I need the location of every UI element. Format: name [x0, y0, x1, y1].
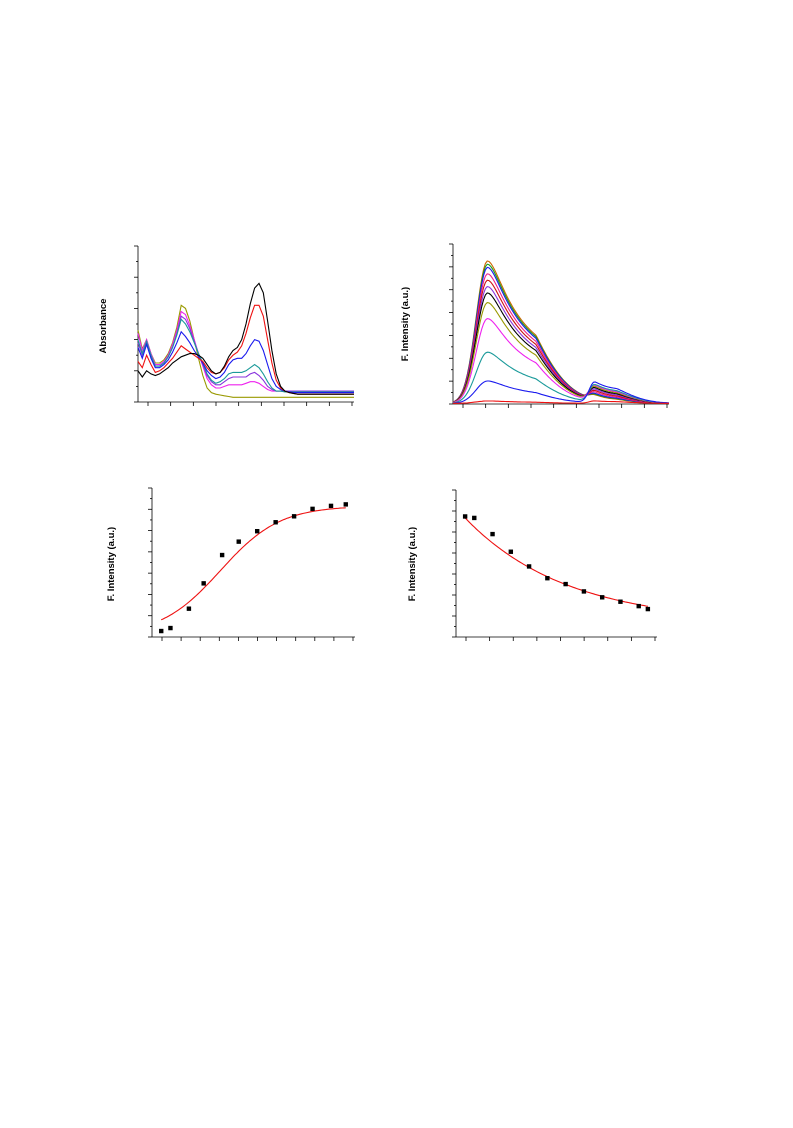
decay-data-point: [526, 564, 532, 569]
rise-data-point: [201, 581, 206, 586]
rise-data-point: [273, 520, 278, 525]
titration-decay-panel: F. Intensity (a.u.): [407, 489, 657, 641]
emission-series-line: [452, 351, 670, 404]
absorbance-panel: Absorbance: [98, 245, 354, 406]
decay-data-point: [462, 514, 468, 519]
rise-data-point: [310, 506, 315, 512]
decay-data-point: [618, 599, 623, 604]
titration-decay-y-axis-label: F. Intensity (a.u.): [407, 527, 418, 601]
decay-data-point: [490, 531, 495, 537]
emission-series-line: [452, 273, 670, 404]
rise-data-point: [159, 628, 164, 634]
rise-fit-curve: [160, 507, 346, 621]
rise-data-point: [219, 552, 225, 558]
absorbance-series-line: [137, 330, 354, 394]
titration-rise-panel: F. Intensity (a.u.): [106, 487, 355, 641]
decay-data-point: [508, 549, 514, 554]
rise-data-point: [254, 529, 260, 534]
emission-y-axis-label: F. Intensity (a.u.): [400, 287, 411, 361]
emission-series-line: [452, 318, 670, 404]
decay-fit-curve: [464, 517, 648, 607]
emission-panel: F. Intensity (a.u.): [400, 243, 670, 408]
emission-series-line: [452, 380, 670, 404]
decay-data-point: [472, 515, 477, 521]
decay-data-point: [599, 595, 605, 600]
absorbance-series-line: [137, 318, 354, 393]
decay-data-point: [563, 581, 568, 587]
rise-data-point: [291, 514, 297, 519]
decay-data-point: [636, 603, 641, 609]
absorbance-series-line: [137, 282, 354, 395]
emission-series-line: [452, 285, 669, 404]
decay-data-point: [581, 589, 587, 594]
absorbance-series-line: [137, 304, 354, 398]
decay-data-point: [545, 576, 550, 581]
rise-data-point: [328, 503, 334, 509]
rise-data-point: [168, 625, 173, 631]
emission-series-line: [452, 292, 670, 404]
emission-series-line: [452, 266, 669, 404]
rise-data-point: [186, 606, 192, 611]
absorbance-y-axis-label: Absorbance: [98, 299, 109, 354]
emission-series-line: [453, 400, 669, 404]
rise-data-point: [343, 502, 348, 507]
titration-rise-y-axis-label: F. Intensity (a.u.): [106, 527, 117, 601]
decay-data-point: [645, 606, 651, 612]
rise-data-point: [236, 539, 241, 544]
